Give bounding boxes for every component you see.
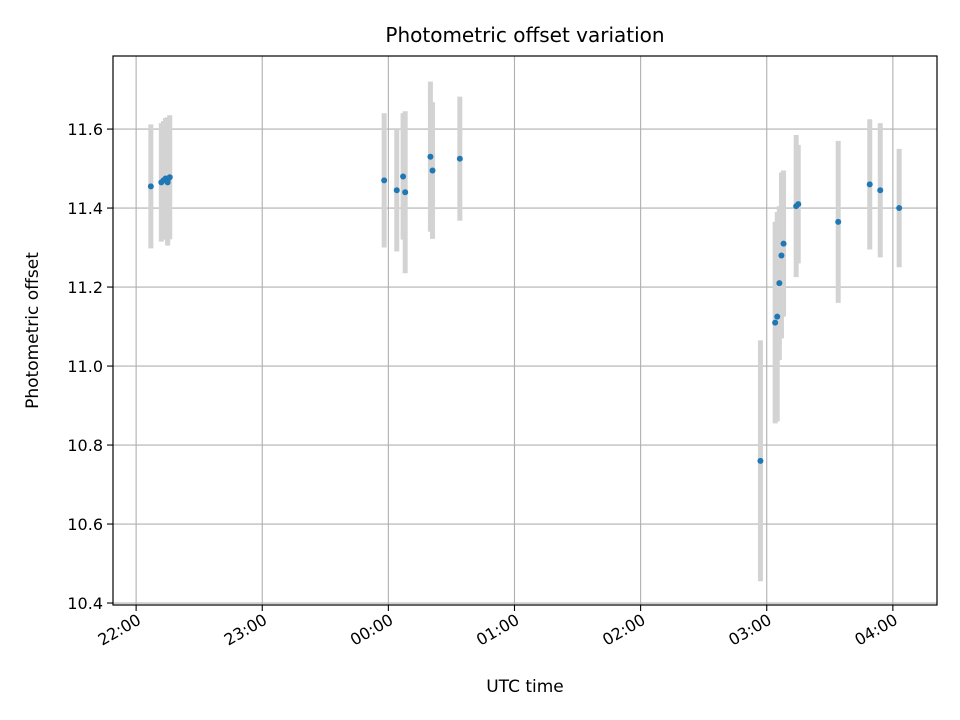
y-tick-label: 11.0	[67, 357, 103, 376]
chart-title: Photometric offset variation	[385, 23, 664, 47]
grid-layer	[113, 56, 937, 605]
x-axis-title: UTC time	[486, 677, 564, 697]
data-point	[896, 205, 903, 212]
data-point	[757, 457, 764, 464]
point-layer	[147, 153, 903, 464]
data-point	[400, 173, 407, 180]
data-point	[429, 167, 436, 174]
data-point	[776, 280, 783, 287]
data-point	[772, 319, 779, 326]
y-tick-label: 10.8	[67, 436, 103, 455]
data-point	[166, 174, 173, 181]
data-point	[456, 155, 463, 162]
data-point	[393, 187, 400, 194]
y-tick-label: 10.4	[67, 594, 103, 613]
data-point	[774, 313, 781, 320]
data-point	[877, 187, 884, 194]
data-point	[795, 201, 802, 208]
data-point	[780, 240, 787, 247]
y-axis-title: Photometric offset	[23, 252, 43, 409]
y-tick-label: 11.4	[67, 199, 103, 218]
y-tick-label: 10.6	[67, 515, 103, 534]
plot-area-frame	[112, 55, 938, 606]
data-point	[381, 177, 388, 184]
data-point	[835, 218, 842, 225]
data-point	[402, 189, 409, 196]
data-point	[147, 183, 154, 190]
data-point	[427, 153, 434, 160]
data-point	[866, 181, 873, 188]
y-tick-label: 11.6	[67, 120, 103, 139]
data-point	[778, 252, 785, 259]
y-tick-label: 11.2	[67, 278, 103, 297]
